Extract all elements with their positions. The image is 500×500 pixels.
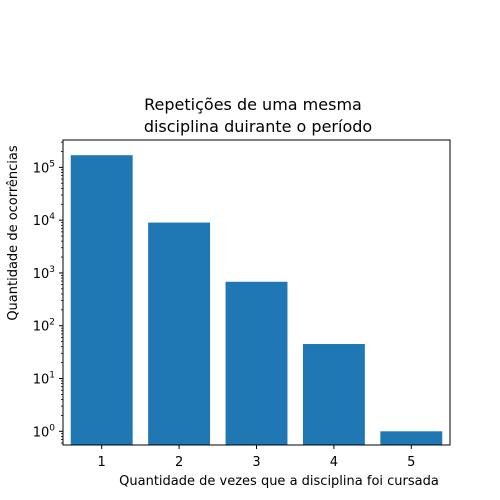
bar-3	[225, 281, 288, 445]
chart-title-line-2: disciplina duirante o período	[144, 117, 372, 136]
x-tick-label: 1	[98, 455, 106, 470]
x-axis-ticks: 1 2 3 4 5	[98, 445, 415, 470]
x-tick-label: 2	[175, 455, 183, 470]
y-tick-label: 104	[33, 212, 56, 229]
x-tick-label: 4	[330, 455, 338, 470]
chart-title: Repetições de uma mesma disciplina duira…	[144, 95, 372, 136]
y-tick-label: 101	[33, 371, 55, 388]
y-axis-label: Quantidade de ocorrências	[6, 145, 21, 321]
bars-group	[70, 155, 443, 445]
y-tick-label: 103	[33, 265, 55, 282]
x-tick-label: 3	[252, 455, 260, 470]
bar-5	[380, 431, 443, 445]
y-tick-label: 105	[33, 159, 55, 176]
chart-title-line-1: Repetições de uma mesma	[144, 95, 362, 114]
x-axis-label: Quantidade de vezes que a disciplina foi…	[119, 474, 439, 489]
y-axis-ticks: 100 101 102 103 104 105	[33, 141, 63, 444]
bar-1	[70, 155, 133, 445]
bar-2	[148, 222, 211, 445]
bar-4	[302, 344, 365, 445]
y-tick-label: 100	[33, 423, 56, 440]
x-tick-label: 5	[407, 455, 415, 470]
plot-frame	[62, 139, 451, 446]
y-tick-label: 102	[33, 318, 55, 335]
